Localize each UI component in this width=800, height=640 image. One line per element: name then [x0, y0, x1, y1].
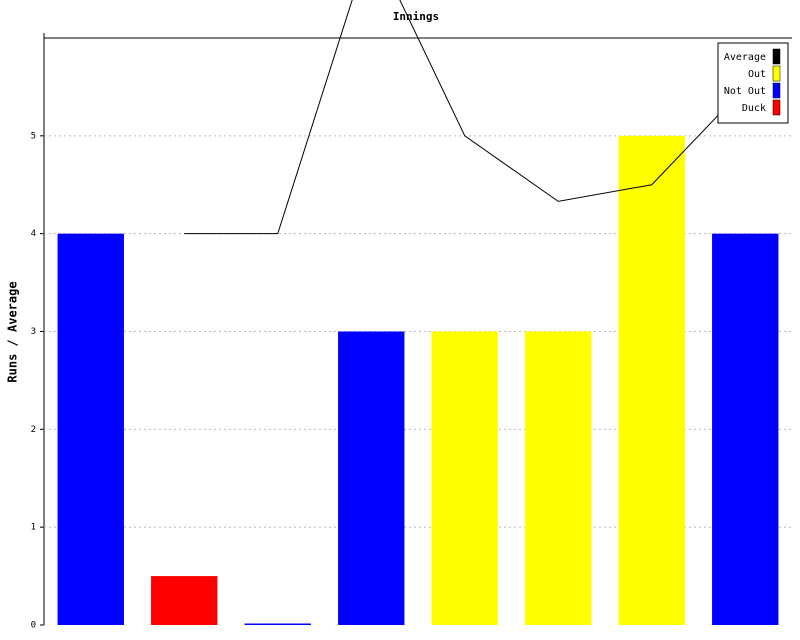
bar [151, 576, 218, 625]
legend-swatch [772, 99, 781, 116]
y-axis-label: Runs / Average [6, 281, 20, 382]
y-tick-label: 4 [31, 229, 36, 239]
legend-label: Out [748, 69, 766, 80]
bar [618, 135, 685, 626]
average-line [184, 0, 746, 235]
bar [712, 233, 779, 625]
bar [57, 233, 124, 625]
legend-swatch [772, 65, 781, 82]
bar [244, 623, 311, 625]
y-tick-label: 5 [31, 131, 36, 141]
y-tick-label: 3 [31, 327, 36, 337]
legend-swatch [772, 82, 781, 99]
legend-swatch [772, 48, 781, 65]
legend-label: Average [724, 52, 766, 63]
y-tick-label: 2 [31, 425, 36, 435]
legend-label: Duck [742, 103, 766, 114]
bar [338, 331, 405, 625]
bar [525, 331, 592, 625]
bar [431, 331, 498, 625]
y-tick-label: 1 [31, 523, 36, 533]
chart-title: Innings [393, 10, 439, 23]
y-tick-label: 0 [31, 621, 36, 631]
legend-label: Not Out [724, 86, 766, 97]
